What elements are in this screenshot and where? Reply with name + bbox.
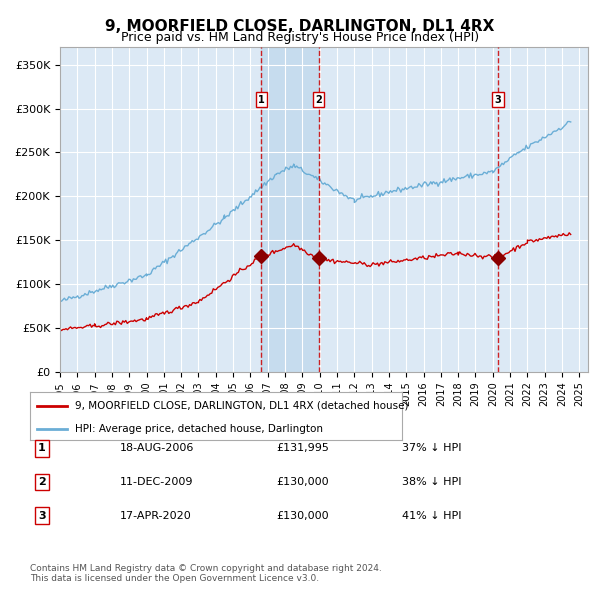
Text: Price paid vs. HM Land Registry's House Price Index (HPI): Price paid vs. HM Land Registry's House … [121,31,479,44]
Text: £130,000: £130,000 [276,477,329,487]
Text: 3: 3 [38,511,46,520]
Text: 17-APR-2020: 17-APR-2020 [120,511,192,520]
Text: 2: 2 [315,95,322,105]
Text: 2: 2 [38,477,46,487]
Text: 3: 3 [494,95,501,105]
Text: 18-AUG-2006: 18-AUG-2006 [120,444,194,453]
Text: HPI: Average price, detached house, Darlington: HPI: Average price, detached house, Darl… [74,424,323,434]
Text: 11-DEC-2009: 11-DEC-2009 [120,477,193,487]
Text: 1: 1 [38,444,46,453]
Text: Contains HM Land Registry data © Crown copyright and database right 2024.
This d: Contains HM Land Registry data © Crown c… [30,563,382,583]
Text: 37% ↓ HPI: 37% ↓ HPI [402,444,461,453]
Text: 9, MOORFIELD CLOSE, DARLINGTON, DL1 4RX (detached house): 9, MOORFIELD CLOSE, DARLINGTON, DL1 4RX … [74,401,408,411]
Text: 9, MOORFIELD CLOSE, DARLINGTON, DL1 4RX: 9, MOORFIELD CLOSE, DARLINGTON, DL1 4RX [106,19,494,34]
Text: £131,995: £131,995 [276,444,329,453]
Text: 1: 1 [258,95,265,105]
Text: 41% ↓ HPI: 41% ↓ HPI [402,511,461,520]
Text: £130,000: £130,000 [276,511,329,520]
Text: 38% ↓ HPI: 38% ↓ HPI [402,477,461,487]
Bar [262,47,319,372]
